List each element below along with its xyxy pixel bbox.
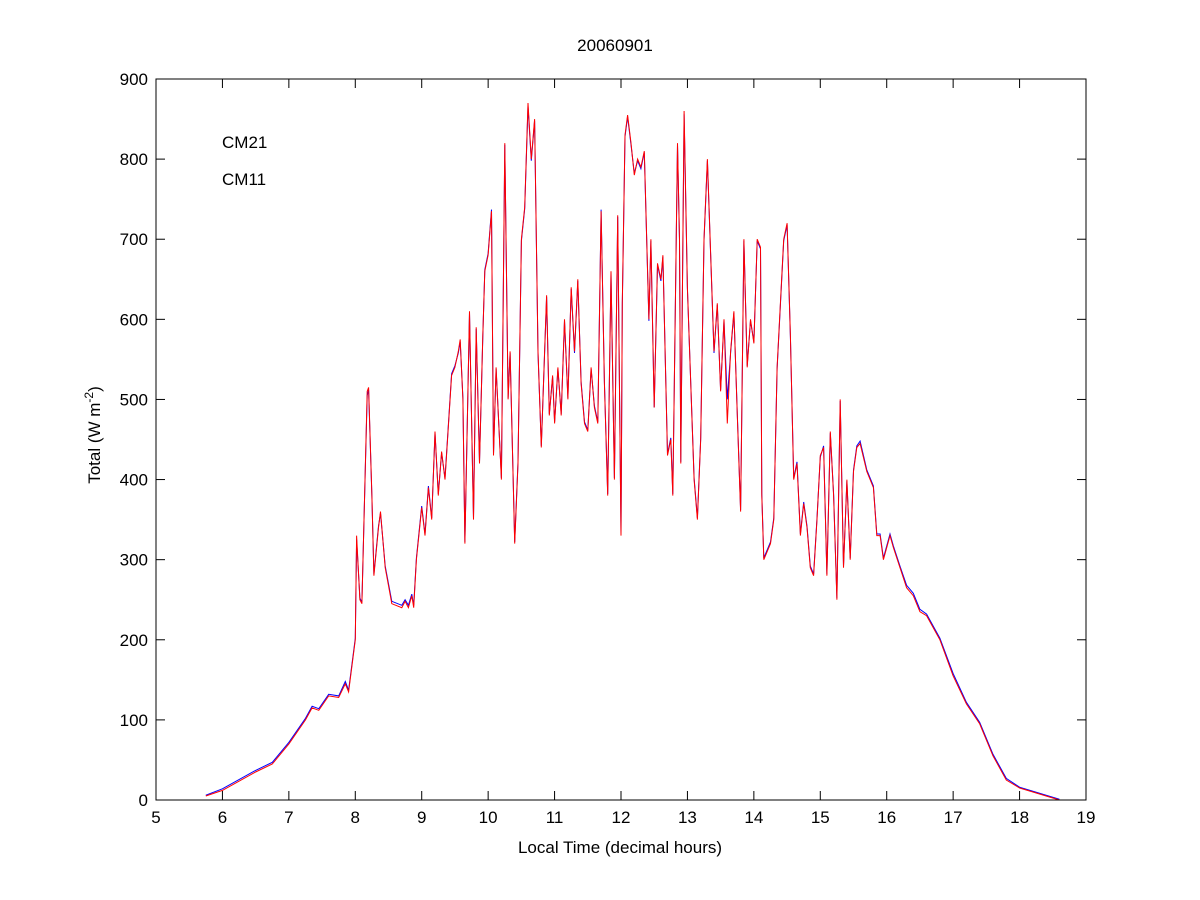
y-tick-label: 0 [139, 791, 148, 810]
x-tick-label: 14 [744, 808, 763, 827]
x-tick-label: 12 [612, 808, 631, 827]
x-tick-label: 13 [678, 808, 697, 827]
x-tick-label: 17 [944, 808, 963, 827]
y-tick-label: 700 [120, 230, 148, 249]
chart-title: 20060901 [577, 36, 653, 55]
series-line-cm11 [205, 102, 1060, 801]
x-tick-label: 11 [546, 808, 564, 827]
y-tick-label: 900 [120, 70, 148, 89]
y-tick-label: 300 [120, 551, 148, 570]
y-tick-label: 800 [120, 150, 148, 169]
x-tick-label: 10 [479, 808, 498, 827]
x-tick-label: 9 [417, 808, 426, 827]
legend-entry-cm11: CM11 [222, 170, 266, 189]
legend: CM21 CM11 [222, 133, 267, 189]
series-layer [205, 102, 1060, 801]
x-tick-label: 6 [218, 808, 227, 827]
y-tick-label: 500 [120, 390, 148, 409]
x-tick-label: 18 [1010, 808, 1029, 827]
y-tick-label: 400 [120, 471, 148, 490]
y-axis-label-main: Total (W m [85, 403, 104, 484]
y-tick-label: 600 [120, 310, 148, 329]
y-tick-label: 200 [120, 631, 148, 650]
x-tick-label: 5 [151, 808, 160, 827]
axis-ticks: 5 6 7 8 9 10 11 12 13 14 15 16 17 18 19 0 100 200 300 400 50… [120, 70, 1096, 827]
x-tick-label: 7 [284, 808, 293, 827]
x-tick-label: 15 [811, 808, 830, 827]
x-axis-label: Local Time (decimal hours) [518, 838, 722, 857]
x-tick-label: 16 [877, 808, 896, 827]
y-axis-label: Total (W m-2) [82, 386, 104, 484]
legend-entry-cm21: CM21 [222, 133, 267, 152]
x-tick-label: 19 [1077, 808, 1096, 827]
x-tick-label: 8 [351, 808, 360, 827]
y-tick-label: 100 [120, 711, 148, 730]
y-axis-label-end: ) [85, 386, 104, 392]
y-axis-label-exponent: -2 [82, 392, 96, 403]
